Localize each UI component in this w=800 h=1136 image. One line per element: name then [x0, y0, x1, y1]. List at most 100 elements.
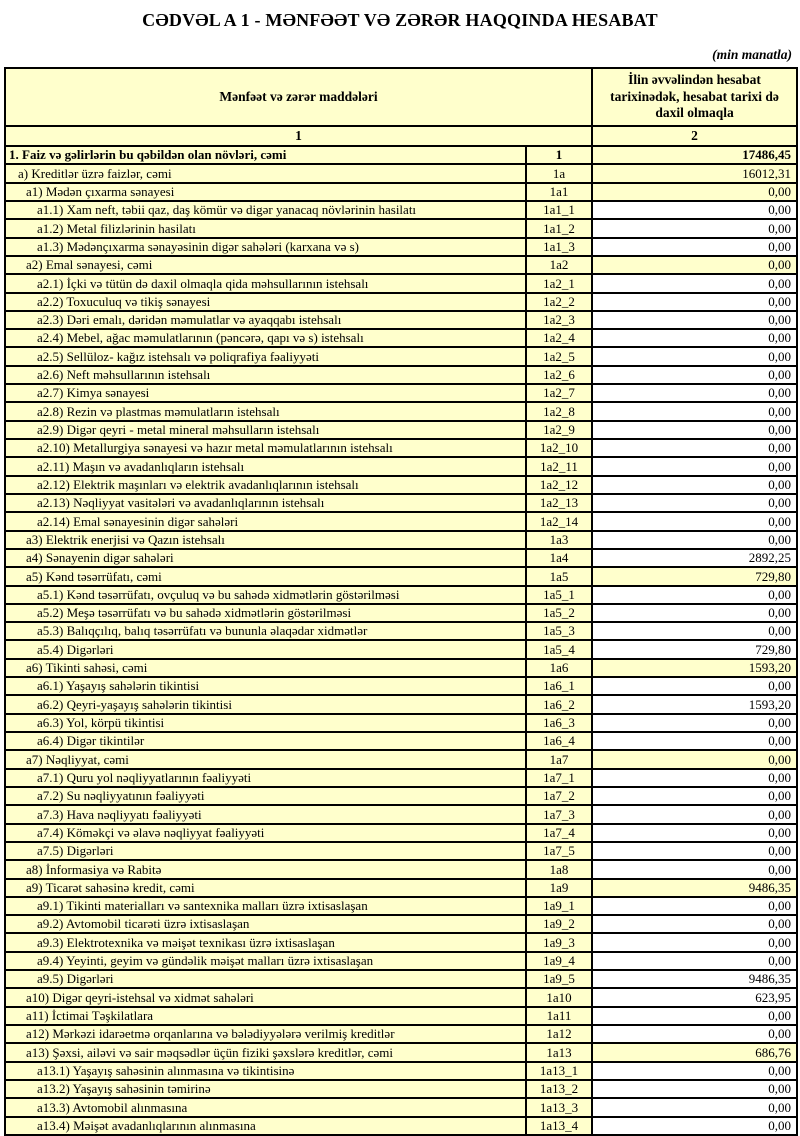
row-value[interactable]: 0,00	[591, 291, 799, 312]
row-value[interactable]: 0,00	[591, 328, 799, 349]
row-value[interactable]: 0,00	[591, 767, 799, 788]
row-code: 1a1	[524, 181, 594, 202]
row-code: 1a8	[524, 859, 594, 880]
row-label: a6.1) Yaşayış sahələrin tikintisi	[4, 676, 527, 697]
unit-note: (min manatla)	[712, 47, 792, 62]
row-code: 1a9_5	[524, 969, 594, 990]
row-value[interactable]: 0,00	[591, 364, 799, 386]
row-code: 1a2_10	[524, 437, 594, 459]
row-code: 1	[524, 144, 594, 166]
row-label: a1.3) Mədənçıxarma sənayəsinin digər sah…	[4, 236, 527, 257]
row-value[interactable]: 0,00	[591, 840, 799, 862]
table-row: a2.13) Nəqliyyat vasitələri və avadanlıq…	[4, 492, 799, 514]
row-value[interactable]: 0,00	[591, 1115, 799, 1136]
row-code: 1a6_1	[524, 676, 594, 697]
table-row: a1.3) Mədənçıxarma sənayəsinin digər sah…	[4, 236, 799, 257]
row-code: 1a1_3	[524, 236, 594, 257]
row-code: 1a9_1	[524, 895, 594, 917]
table-row: a5) Kənd təsərrüfatı, cəmi 1a5 729,80	[4, 566, 799, 587]
row-label: a1.2) Metal filizlərinin hasilatı	[4, 218, 527, 239]
row-value[interactable]: 0,00	[591, 492, 799, 514]
row-label: a13.3) Avtomobil alınmasına	[4, 1097, 527, 1118]
row-value[interactable]: 0,00	[591, 602, 799, 624]
table-row: a2.14) Emal sənayesinin digər sahələri 1…	[4, 511, 799, 532]
row-value[interactable]: 0,00	[591, 950, 799, 972]
row-value[interactable]: 0,00	[591, 914, 799, 935]
table-row: a13.3) Avtomobil alınmasına 1a13_3 0,00	[4, 1097, 799, 1118]
row-value[interactable]: 0,00	[591, 932, 799, 953]
row-value: 0,00	[591, 254, 799, 276]
row-code: 1a7_5	[524, 840, 594, 862]
row-value[interactable]: 0,00	[591, 273, 799, 294]
row-value[interactable]: 0,00	[591, 419, 799, 441]
row-label: a5.1) Kənd təsərrüfatı, ovçuluq və bu sa…	[4, 584, 527, 605]
row-value[interactable]: 0,00	[591, 822, 799, 843]
table-row: a1) Mədən çıxarma sənayesi 1a1 0,00	[4, 181, 799, 202]
row-label: a2) Emal sənayesi, cəmi	[4, 254, 527, 276]
row-value[interactable]: 0,00	[591, 1097, 799, 1118]
row-label: a7.2) Su nəqliyyatının fəaliyyəti	[4, 785, 527, 807]
row-value[interactable]: 0,00	[591, 346, 799, 367]
row-value[interactable]: 0,00	[591, 621, 799, 642]
row-value[interactable]: 0,00	[591, 676, 799, 697]
table-row: 1. Faiz və gəlirlərin bu qəbildən olan n…	[4, 144, 799, 166]
table-row: a7.2) Su nəqliyyatının fəaliyyəti 1a7_2 …	[4, 785, 799, 807]
row-label: a6) Tikinti sahəsi, cəmi	[4, 657, 527, 679]
row-value[interactable]: 0,00	[591, 218, 799, 239]
row-value[interactable]: 0,00	[591, 712, 799, 734]
row-value[interactable]: 0,00	[591, 309, 799, 331]
table-row: a1.2) Metal filizlərinin hasilatı 1a1_2 …	[4, 218, 799, 239]
row-label: a9.2) Avtomobil ticarəti üzrə ixtisaslaş…	[4, 914, 527, 935]
row-label: a4) Sənayenin digər sahələri	[4, 547, 527, 569]
row-value[interactable]: 0,00	[591, 529, 799, 550]
row-value[interactable]: 2892,25	[591, 547, 799, 569]
row-value[interactable]: 0,00	[591, 236, 799, 257]
table-row: a6.1) Yaşayış sahələrin tikintisi 1a6_1 …	[4, 676, 799, 697]
row-value[interactable]: 0,00	[591, 584, 799, 605]
row-value[interactable]: 0,00	[591, 511, 799, 532]
table-row: a2.3) Dəri emalı, dəridən məmulatlar və …	[4, 309, 799, 331]
header-row: Mənfəət və zərər maddələri İlin əvvəlind…	[3, 67, 799, 127]
row-value[interactable]: 9486,35	[591, 969, 799, 990]
row-code: 1a9_2	[524, 914, 594, 935]
row-value[interactable]: 0,00	[591, 474, 799, 495]
row-code: 1a9_4	[524, 950, 594, 972]
row-code: 1a2_1	[524, 273, 594, 294]
table-row: a2.12) Elektrik maşınları və elektrik av…	[4, 474, 799, 495]
row-value[interactable]: 0,00	[591, 437, 799, 459]
row-value[interactable]: 623,95	[591, 987, 799, 1008]
row-label: a2.6) Neft məhsullarının istehsalı	[4, 364, 527, 386]
column-header-period: İlin əvvəlindən hesabat tarixinədək, hes…	[591, 67, 799, 127]
row-value[interactable]: 0,00	[591, 1005, 799, 1027]
row-value[interactable]: 729,80	[591, 639, 799, 660]
row-code: 1a13_2	[524, 1078, 594, 1100]
row-value[interactable]: 0,00	[591, 1060, 799, 1081]
row-code: 1a11	[524, 1005, 594, 1027]
row-label: a2.1) İçki və tütün də daxil olmaqla qid…	[4, 273, 527, 294]
row-code: 1a6_4	[524, 730, 594, 752]
row-value[interactable]: 0,00	[591, 401, 799, 422]
row-value[interactable]: 0,00	[591, 383, 799, 404]
row-value[interactable]: 0,00	[591, 730, 799, 752]
row-value[interactable]: 0,00	[591, 1023, 799, 1045]
table-row: a2.2) Toxuculuq və tikiş sənayesi 1a2_2 …	[4, 291, 799, 312]
row-value[interactable]: 0,00	[591, 785, 799, 807]
table-row: a7.3) Hava nəqliyyatı fəaliyyəti 1a7_3 0…	[4, 804, 799, 825]
row-value[interactable]: 0,00	[591, 199, 799, 221]
page-title: CƏDVƏL A 1 - MƏNFƏƏT VƏ ZƏRƏR HAQQINDA H…	[142, 10, 658, 30]
row-code: 1a2	[524, 254, 594, 276]
table-row: a9.5) Digərləri 1a9_5 9486,35	[4, 969, 799, 990]
row-value[interactable]: 0,00	[591, 895, 799, 917]
row-code: 1a6_3	[524, 712, 594, 734]
row-value[interactable]: 0,00	[591, 859, 799, 880]
row-code: 1a5_2	[524, 602, 594, 624]
table-row: a6.4) Digər tikintilər 1a6_4 0,00	[4, 730, 799, 752]
row-value[interactable]: 0,00	[591, 804, 799, 825]
row-value[interactable]: 0,00	[591, 1078, 799, 1100]
row-code: 1a7_3	[524, 804, 594, 825]
row-value[interactable]: 0,00	[591, 456, 799, 477]
row-value[interactable]: 1593,20	[591, 694, 799, 715]
row-label: a2.9) Digər qeyri - metal mineral məhsul…	[4, 419, 527, 441]
row-label: a2.14) Emal sənayesinin digər sahələri	[4, 511, 527, 532]
